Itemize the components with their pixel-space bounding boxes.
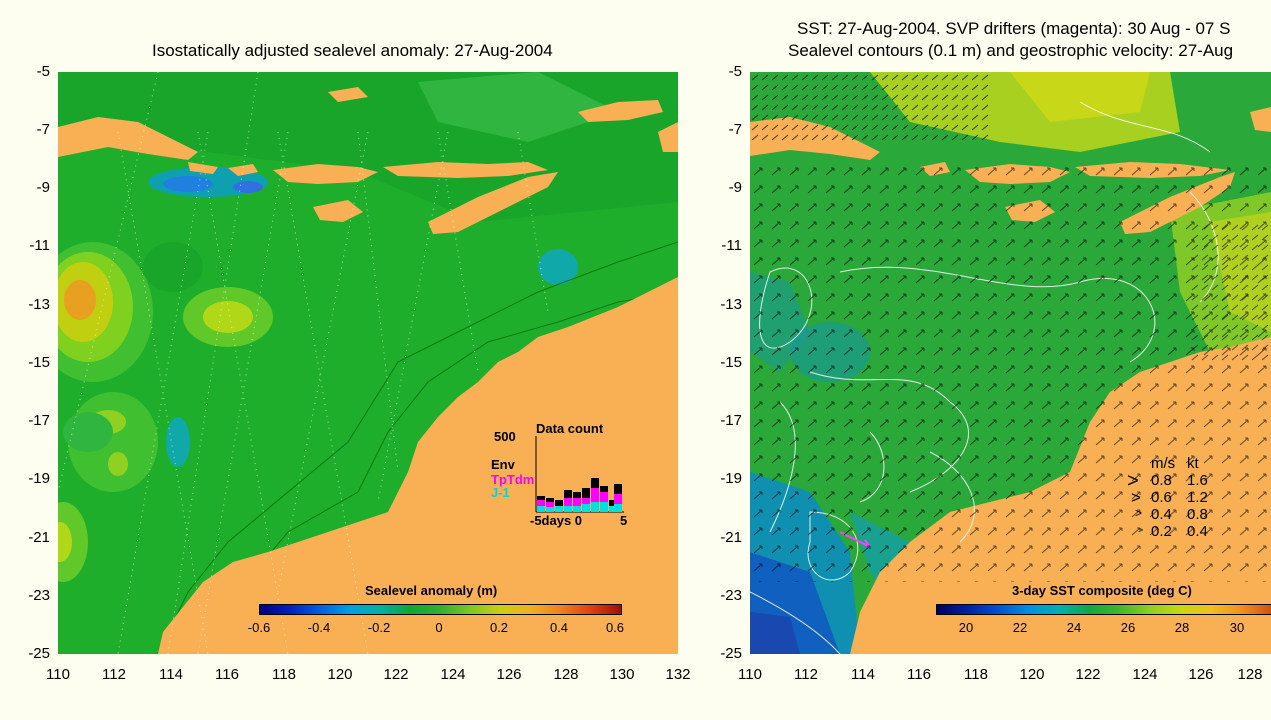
colorbar-tick: 20 xyxy=(958,620,974,635)
colorbar-tick: 30 xyxy=(1229,620,1245,635)
y-tick: -21 xyxy=(720,529,742,546)
y-tick: -17 xyxy=(28,412,50,429)
sealevel-map xyxy=(58,72,678,654)
y-tick: -21 xyxy=(28,529,50,546)
colorbar-tick: 24 xyxy=(1066,620,1082,635)
colorbar-tick: -0.4 xyxy=(307,620,331,635)
y-tick: -9 xyxy=(36,179,50,196)
x-tick: 112 xyxy=(102,666,126,683)
x-tick: 124 xyxy=(1132,666,1158,683)
x-tick: 130 xyxy=(609,666,635,683)
x-tick: 118 xyxy=(272,666,296,683)
x-tick: 122 xyxy=(383,666,409,683)
inset-bars xyxy=(535,436,624,513)
y-tick: -17 xyxy=(720,412,742,429)
legend-row-ms: 0.2 xyxy=(1151,523,1172,540)
y-tick: -25 xyxy=(28,645,50,662)
inset-series-j1: J-1 xyxy=(491,485,510,500)
sst-colorbar xyxy=(936,604,1271,615)
legend-arrow-icon: > xyxy=(1135,506,1143,520)
inset-series-tptdm: TpTdm xyxy=(491,472,535,487)
legend-header-ms: m/s xyxy=(1151,455,1176,472)
colorbar-tick: 26 xyxy=(1120,620,1136,635)
y-tick: -13 xyxy=(720,296,742,313)
legend-row-ms: 0.8 xyxy=(1151,472,1172,489)
y-tick: -13 xyxy=(28,296,50,313)
y-tick: -9 xyxy=(728,179,742,196)
sst-map-graphic xyxy=(750,72,1271,654)
colorbar-tick: 28 xyxy=(1174,620,1190,635)
y-tick: -5 xyxy=(728,63,742,80)
legend-row-kt: 1.6 xyxy=(1187,472,1208,489)
x-tick: 116 xyxy=(907,666,931,683)
x-tick: 114 xyxy=(159,666,183,683)
colorbar-tick: 0.6 xyxy=(605,620,625,635)
y-tick: -19 xyxy=(720,470,742,487)
colorbar-tick: -0.2 xyxy=(367,620,391,635)
x-tick: 132 xyxy=(665,666,691,683)
y-tick: -15 xyxy=(720,354,742,371)
sealevel-colorbar-label: Sealevel anomaly (m) xyxy=(365,583,498,598)
x-tick: 124 xyxy=(440,666,466,683)
sst-map xyxy=(750,72,1271,654)
y-tick: -23 xyxy=(28,587,50,604)
sealevel-colorbar xyxy=(259,604,622,615)
inset-title: Data count xyxy=(536,421,604,436)
x-tick: 128 xyxy=(553,666,579,683)
inset-xend: 5 xyxy=(620,513,628,528)
y-tick: -5 xyxy=(36,63,50,80)
sst-colorbar-label: 3-day SST composite (deg C) xyxy=(1012,583,1192,598)
legend-row-kt: 1.2 xyxy=(1187,489,1208,506)
x-tick: 122 xyxy=(1075,666,1101,683)
x-tick: 120 xyxy=(1019,666,1045,683)
inset-series-env: Env xyxy=(491,457,515,472)
x-tick: 126 xyxy=(496,666,522,683)
x-tick: 116 xyxy=(215,666,239,683)
legend-arrow-icon: > xyxy=(1127,470,1139,492)
y-tick: -25 xyxy=(720,645,742,662)
y-tick: -23 xyxy=(720,587,742,604)
x-tick: 118 xyxy=(964,666,988,683)
left-panel-title: Isostatically adjusted sealevel anomaly:… xyxy=(152,41,553,60)
legend-row-kt: 0.8 xyxy=(1187,506,1208,523)
legend-row-ms: 0.4 xyxy=(1151,506,1172,523)
x-tick: 110 xyxy=(738,666,762,683)
colorbar-tick: 0.2 xyxy=(489,620,509,635)
sealevel-map-graphic xyxy=(58,72,678,654)
right-panel-title-line1: SST: 27-Aug-2004. SVP drifters (magenta)… xyxy=(797,19,1231,38)
y-tick: -11 xyxy=(29,237,50,254)
legend-header-kt: kt xyxy=(1187,455,1199,472)
x-tick: 120 xyxy=(327,666,353,683)
x-tick: 112 xyxy=(794,666,818,683)
colorbar-tick: 0.4 xyxy=(549,620,569,635)
y-tick: -15 xyxy=(28,354,50,371)
x-tick: 128 xyxy=(1237,666,1263,683)
y-tick: -19 xyxy=(28,470,50,487)
legend-row-ms: 0.6 xyxy=(1151,489,1172,506)
right-panel-title-line2: Sealevel contours (0.1 m) and geostrophi… xyxy=(788,41,1234,60)
legend-row-kt: 0.4 xyxy=(1187,523,1208,540)
inset-ymax: 500 xyxy=(494,429,516,444)
legend-arrow-icon: > xyxy=(1131,488,1141,507)
colorbar-tick: 22 xyxy=(1012,620,1028,635)
y-tick: -11 xyxy=(721,237,742,254)
x-tick: 110 xyxy=(46,666,70,683)
inset-xlabel: -5days 0 xyxy=(530,513,583,528)
colorbar-tick: -0.6 xyxy=(247,620,271,635)
x-tick: 114 xyxy=(851,666,875,683)
legend-arrow-icon: > xyxy=(1138,525,1144,535)
y-tick: -7 xyxy=(36,121,50,138)
x-tick: 126 xyxy=(1188,666,1214,683)
colorbar-tick: 0 xyxy=(435,620,443,635)
y-tick: -7 xyxy=(728,121,742,138)
